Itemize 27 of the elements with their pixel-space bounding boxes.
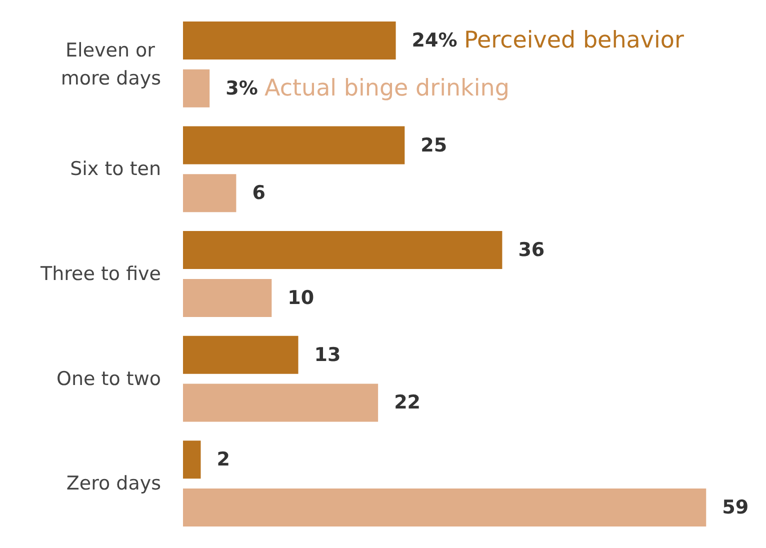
data-label: 25: [420, 134, 448, 156]
data-label: 10: [288, 286, 314, 309]
bar: [183, 231, 502, 270]
data-label: 2: [216, 448, 230, 471]
y-tick-label: Six to ten: [70, 158, 161, 180]
bar: [183, 488, 706, 527]
bar: [183, 440, 201, 479]
data-label: 59: [722, 496, 749, 519]
bar: [183, 278, 272, 317]
text: Actual binge drinking: [264, 75, 510, 102]
bar: [183, 126, 405, 164]
y-tick-label: One to two: [56, 368, 161, 390]
bar: [183, 69, 210, 108]
data-label: 6: [252, 182, 266, 204]
bar: [183, 174, 236, 212]
y-tick-label: Zero days: [66, 472, 161, 495]
data-label: 13: [314, 344, 341, 366]
data-label: 3%: [226, 77, 258, 100]
bar: [183, 384, 378, 422]
data-label: 36: [518, 239, 545, 262]
data-label: 24%: [412, 29, 458, 52]
data-label: 22: [394, 392, 421, 414]
y-tick-label: Eleven or more days: [60, 39, 161, 90]
y-tick-label: Three to five: [40, 263, 161, 285]
bar: [183, 21, 396, 60]
text: Perceived behavior: [464, 27, 684, 54]
bar: [183, 336, 298, 374]
